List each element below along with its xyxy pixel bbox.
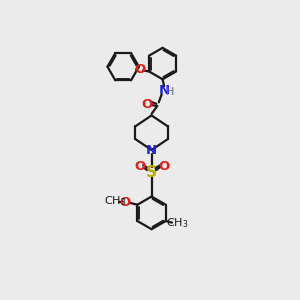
Text: O: O — [134, 160, 145, 173]
Text: O: O — [158, 160, 169, 173]
Text: S: S — [146, 164, 157, 179]
Text: N: N — [159, 84, 170, 97]
Text: CH$_3$: CH$_3$ — [167, 217, 189, 230]
Text: N: N — [146, 143, 157, 157]
Text: H: H — [166, 87, 175, 97]
Text: O: O — [120, 196, 131, 209]
Text: O: O — [142, 98, 153, 111]
Text: CH$_3$: CH$_3$ — [104, 195, 126, 208]
Text: O: O — [134, 63, 145, 76]
